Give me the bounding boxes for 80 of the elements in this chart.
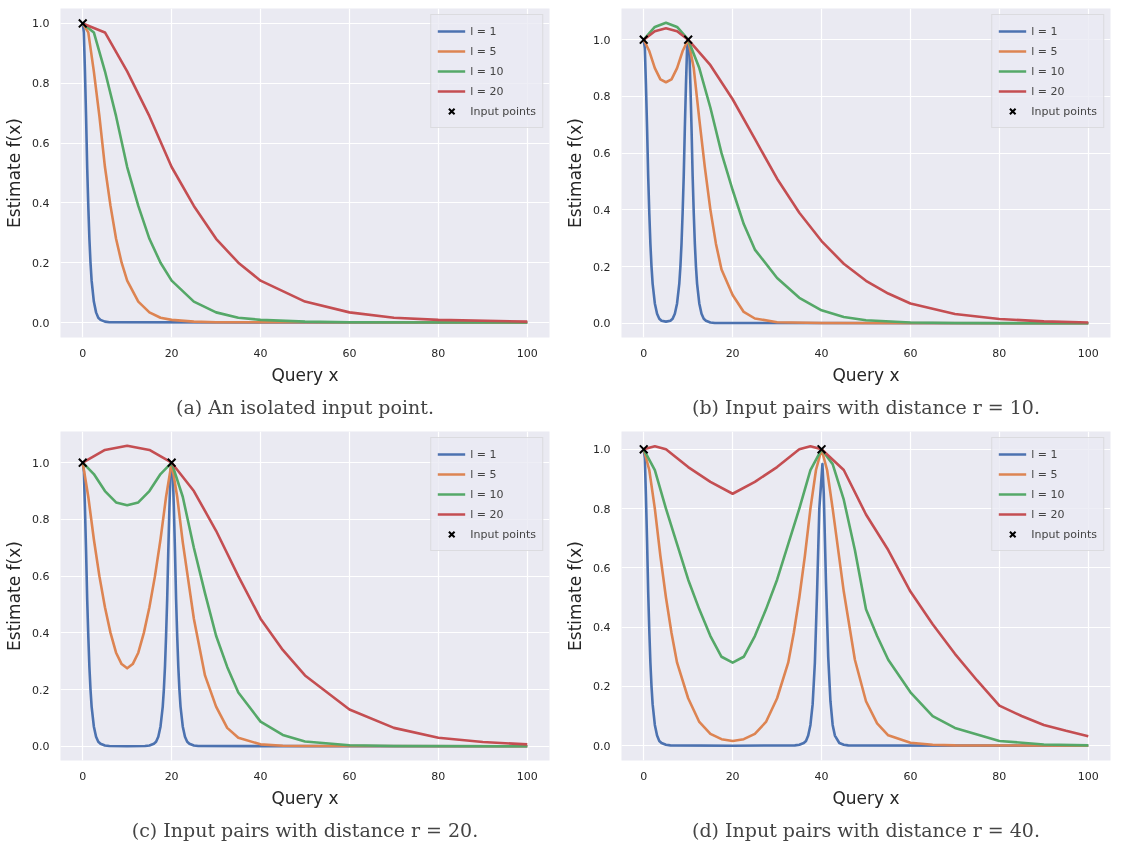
y-tick-label: 0.8 bbox=[32, 77, 50, 91]
y-axis-title: Estimate f(x) bbox=[4, 541, 25, 651]
text: (a) An isolated input point. bbox=[176, 395, 434, 418]
x-tick-label: 100 bbox=[516, 769, 538, 783]
y-tick-label: 0.0 bbox=[32, 740, 50, 754]
y-tick-label: 1.0 bbox=[593, 443, 611, 457]
x-tick-label: 40 bbox=[253, 769, 268, 783]
y-axis-title: Estimate f(x) bbox=[4, 118, 25, 228]
y-tick-label: 1.0 bbox=[32, 17, 50, 31]
y-tick-label: 1.0 bbox=[593, 33, 611, 47]
x-tick-label: 60 bbox=[342, 346, 357, 360]
x-tick-label: 40 bbox=[814, 769, 829, 783]
x-tick-label: 100 bbox=[1077, 769, 1099, 783]
y-tick-label: 0.2 bbox=[32, 683, 50, 697]
x-axis-title: Query x bbox=[271, 787, 339, 808]
x-tick-label: 40 bbox=[814, 346, 829, 360]
y-tick-label: 0.6 bbox=[593, 561, 611, 575]
legend-label: l = 10 bbox=[1031, 487, 1065, 501]
legend-label: Input points bbox=[1031, 104, 1097, 118]
x-tick-label: 60 bbox=[342, 769, 357, 783]
legend-label: l = 10 bbox=[470, 487, 504, 501]
y-tick-label: 0.0 bbox=[593, 317, 611, 331]
y-tick-label: 0.8 bbox=[32, 513, 50, 527]
x-tick-label: 0 bbox=[79, 769, 87, 783]
legend-label: l = 1 bbox=[1031, 24, 1058, 38]
y-tick-label: 0.4 bbox=[593, 203, 611, 217]
x-tick-label: 20 bbox=[164, 346, 179, 360]
y-tick-label: 0.6 bbox=[32, 137, 50, 151]
legend-label: l = 20 bbox=[1031, 507, 1065, 521]
x-axis-title: Query x bbox=[832, 364, 900, 385]
legend-label: l = 5 bbox=[470, 44, 497, 58]
y-tick-label: 0.4 bbox=[32, 626, 50, 640]
legend-label: l = 10 bbox=[1031, 64, 1065, 78]
x-tick-label: 40 bbox=[253, 346, 268, 360]
y-tick-label: 0.0 bbox=[32, 316, 50, 330]
x-tick-label: 20 bbox=[164, 769, 179, 783]
legend-label: Input points bbox=[1031, 527, 1097, 541]
x-tick-label: 20 bbox=[725, 769, 740, 783]
legend-label: Input points bbox=[470, 527, 536, 541]
y-axis-title: Estimate f(x) bbox=[565, 118, 586, 228]
x-tick-label: 80 bbox=[992, 346, 1007, 360]
x-tick-label: 80 bbox=[431, 769, 446, 783]
x-tick-label: 80 bbox=[992, 769, 1007, 783]
y-tick-label: 0.2 bbox=[593, 680, 611, 694]
legend-label: l = 1 bbox=[470, 24, 497, 38]
text: (d) Input pairs with distance r = 40. bbox=[692, 818, 1040, 841]
y-tick-label: 0.2 bbox=[593, 260, 611, 274]
x-tick-label: 20 bbox=[725, 346, 740, 360]
y-tick-label: 0.4 bbox=[593, 621, 611, 635]
text: (c) Input pairs with distance r = 20. bbox=[131, 818, 479, 841]
legend-label: l = 5 bbox=[470, 467, 497, 481]
legend-label: l = 20 bbox=[470, 84, 504, 98]
y-tick-label: 0.4 bbox=[32, 196, 50, 210]
x-axis-title: Query x bbox=[271, 364, 339, 385]
x-axis-title: Query x bbox=[832, 787, 900, 808]
x-tick-label: 60 bbox=[903, 769, 918, 783]
y-axis-title: Estimate f(x) bbox=[565, 541, 586, 651]
legend-label: l = 5 bbox=[1031, 44, 1058, 58]
y-tick-label: 0.8 bbox=[593, 502, 611, 516]
y-tick-label: 0.2 bbox=[32, 256, 50, 270]
legend-label: Input points bbox=[470, 104, 536, 118]
legend-label: l = 5 bbox=[1031, 467, 1058, 481]
text: (b) Input pairs with distance r = 10. bbox=[692, 395, 1040, 418]
legend-label: l = 20 bbox=[470, 507, 504, 521]
legend-label: l = 1 bbox=[470, 447, 497, 461]
x-tick-label: 0 bbox=[640, 769, 648, 783]
y-tick-label: 0.0 bbox=[593, 739, 611, 753]
x-tick-label: 0 bbox=[640, 346, 648, 360]
legend-label: l = 20 bbox=[1031, 84, 1065, 98]
y-tick-label: 1.0 bbox=[32, 456, 50, 470]
x-tick-label: 100 bbox=[1077, 346, 1099, 360]
legend-label: l = 1 bbox=[1031, 447, 1058, 461]
y-tick-label: 0.6 bbox=[32, 570, 50, 584]
legend-label: l = 10 bbox=[470, 64, 504, 78]
x-tick-label: 0 bbox=[79, 346, 87, 360]
y-tick-label: 0.8 bbox=[593, 90, 611, 104]
x-tick-label: 80 bbox=[431, 346, 446, 360]
x-tick-label: 60 bbox=[903, 346, 918, 360]
y-tick-label: 0.6 bbox=[593, 147, 611, 161]
x-tick-label: 100 bbox=[516, 346, 538, 360]
